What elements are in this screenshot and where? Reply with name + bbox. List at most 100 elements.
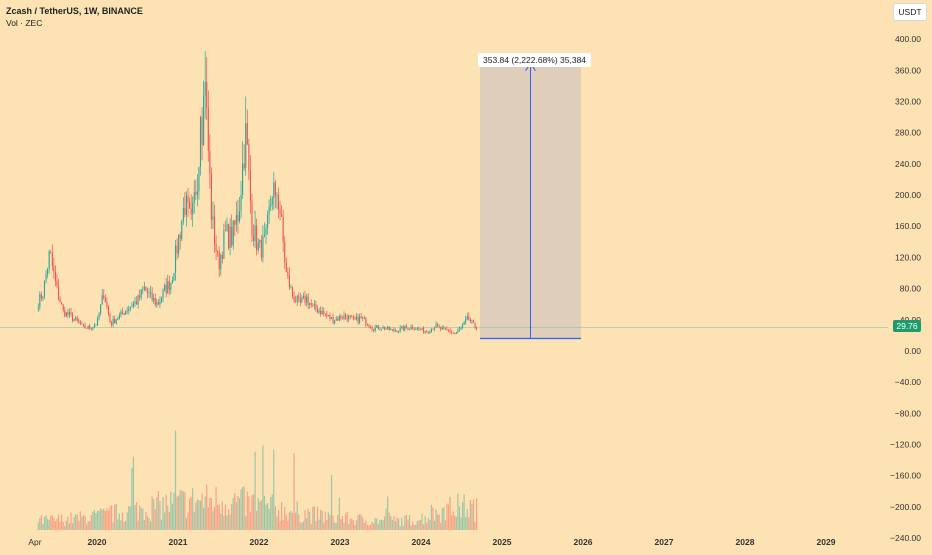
candle-body [64,310,66,317]
volume-bar [415,524,417,530]
volume-bar [313,506,315,530]
volume-bar [110,505,113,530]
candle-body [118,314,120,319]
volume-bar [402,526,404,530]
volume-bar [274,506,276,530]
volume-bar [373,523,375,530]
volume-bar [170,491,172,530]
candle-body [341,318,343,320]
volume-bar [472,499,475,530]
volume-bar [120,520,122,530]
candle-body [218,251,220,270]
candle-body [379,328,381,330]
volume-bar [377,524,379,530]
volume-bar [447,504,450,530]
currency-button[interactable]: USDT [893,3,927,21]
candle-body [348,315,350,320]
candle-body [391,329,393,330]
candle-body [340,316,342,319]
candle-body [394,330,397,332]
volume-bar [168,511,170,530]
volume-bar [165,494,167,530]
measure-label: 353.84 (2,222.68%) 35,384 [478,53,592,67]
candle-body [330,316,333,319]
volume-bar [433,520,436,530]
volume-bar [121,512,124,530]
candle-body [299,298,301,303]
volume-bar [474,522,476,530]
volume-bar [259,501,261,530]
volume-bar [412,521,414,530]
volume-bar [132,456,135,530]
volume-bar [435,509,437,530]
candle-body [76,317,78,321]
volume-bar [223,515,225,530]
candle-body [296,296,298,302]
x-tick-label: 2026 [574,537,593,547]
candle-body [380,328,382,330]
volume-bar [104,510,106,530]
volume-bar [39,518,41,530]
candle-body [98,313,100,319]
candle-body [179,234,181,239]
candle-body [407,327,409,330]
y-tick-label: 240.00 [895,159,921,169]
candle-body [73,319,75,321]
volume-bar [466,508,468,530]
candle-body [449,330,451,333]
volume-bar [245,516,247,530]
candle-body [476,328,478,330]
candle-body [224,230,226,231]
candle-body [302,295,304,298]
candle-body [112,318,114,325]
candle-body [290,287,292,288]
volume-bar [240,489,242,530]
candle-body [173,273,175,280]
volume-bar [263,495,266,530]
candle-body [405,326,407,328]
candle-body [59,298,61,303]
candle-body [265,227,267,235]
candle-body [399,327,401,331]
volume-bar [338,497,340,530]
volume-bar [231,503,233,530]
volume-bar [131,468,133,530]
volume-bar [285,514,287,530]
volume-bar [324,512,326,530]
candle-body [148,292,150,294]
volume-bar [391,520,393,530]
volume-bar [351,518,353,530]
volume-bar [193,511,195,530]
candle-body [232,220,234,246]
y-tick-label: −200.00 [890,502,921,512]
candle-body [50,251,52,254]
candle-body [157,302,159,305]
volume-bar [332,515,334,530]
volume-bar [81,516,83,530]
symbol-title[interactable]: Zcash / TetherUS, 1W, BINANCE [6,6,143,16]
candle-body [234,220,236,225]
candle-body [468,316,470,320]
candle-body [354,318,356,320]
candle-body [462,324,464,328]
candle-body [115,319,117,324]
y-tick-label: 0.00 [904,346,921,356]
candle-body [231,226,233,246]
volume-bar [237,495,239,530]
volume-bar [188,498,191,530]
y-tick-label: 400.00 [895,34,921,44]
candle-body [373,329,375,331]
candle-body [237,215,239,222]
x-tick-label: 2029 [817,537,836,547]
volume-bar [84,516,86,530]
volume-bar [451,515,453,530]
candle-body [262,236,264,258]
candle-body [228,224,230,249]
volume-bar [399,526,401,530]
candle-body [433,327,436,330]
candle-body [337,318,339,321]
volume-indicator-label[interactable]: Vol · ZEC [6,18,43,28]
volume-bar [54,521,57,530]
candle-body [132,303,134,307]
